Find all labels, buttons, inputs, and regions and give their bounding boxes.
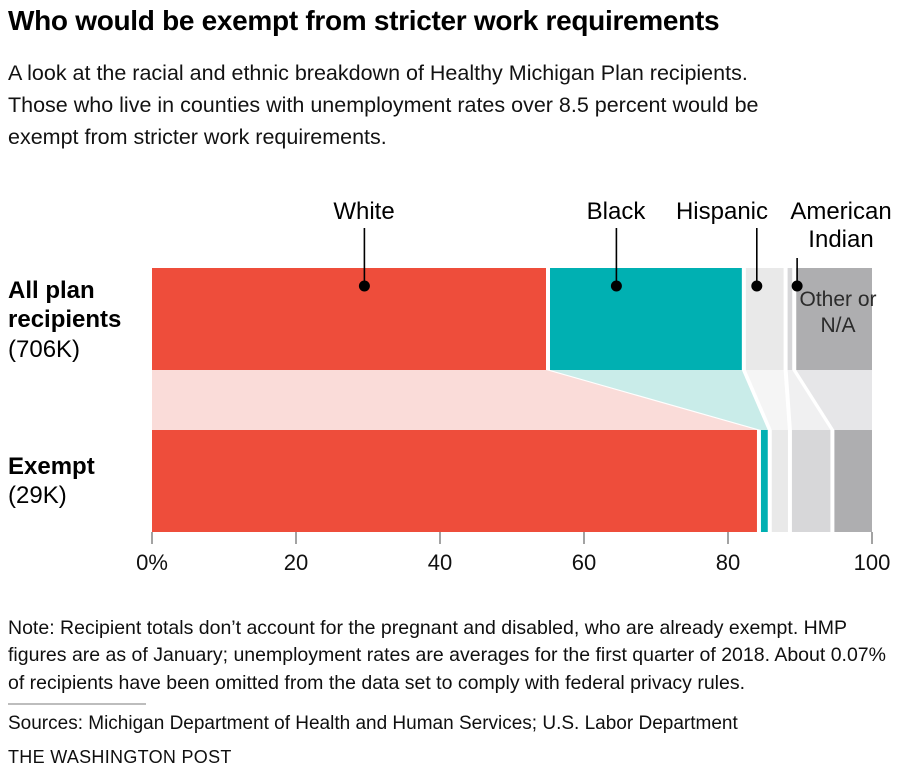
row-name: Exempt [8,453,95,480]
axis-tick-label: 0% [136,550,168,575]
stacked-bar-plot: 0% 20 40 60 80 100 [136,228,891,575]
bar-segment-row1-1 [760,430,768,532]
category-label-hispanic: Hispanic [675,198,769,225]
callout-dot-1 [610,280,622,292]
callout-dot-3 [791,280,803,292]
chart-subtitle: A look at the racial and ethnic breakdow… [8,61,759,149]
flow-connector-4 [796,370,872,430]
bar-segment-row1-4 [834,430,872,532]
row-label-exempt: Exempt (29K) [8,452,158,511]
flow-connector-2 [745,370,788,430]
bar-segment-row0-3 [787,268,793,370]
sources-text: Sources: Michigan Department of Health a… [8,713,738,734]
category-label-black: Black [586,198,646,225]
category-label-white: White [333,198,395,225]
callout-dot-0 [358,280,370,292]
callout-dot-2 [751,280,763,292]
bar-segment-row0-4 [796,268,872,370]
row-label-all-plan-recipients: All plan recipients (706K) [8,276,158,364]
axis-tick-label: 60 [572,550,596,575]
bar-segment-row0-2 [745,268,784,370]
footer-divider [8,703,146,705]
axis-tick-label: 40 [428,550,452,575]
row-name: All plan recipients [8,277,122,334]
row-total: (29K) [8,482,67,510]
bar-segment-row1-3 [791,430,831,532]
flow-connector-3 [787,370,831,430]
page-title: Who would be exempt from stricter work r… [8,5,720,36]
bar-segment-row1-2 [771,430,788,532]
note-text: Note: Recipient totals don’t account for… [8,617,886,694]
flow-connector-1 [550,370,768,430]
axis-tick-label: 20 [284,550,308,575]
axis-tick-label: 100 [854,550,891,575]
other-segment-label: Other or N/A [799,288,877,338]
category-label-american-indian: American Indian [790,198,892,254]
flow-connector-0 [152,370,757,430]
axis-tick-label: 80 [716,550,740,575]
publisher-credit: THE WASHINGTON POST [8,747,232,767]
bar-segment-row0-0 [152,268,546,370]
row-total: (706K) [8,335,81,363]
bar-segment-row0-1 [550,268,742,370]
bar-segment-row1-0 [152,430,757,532]
